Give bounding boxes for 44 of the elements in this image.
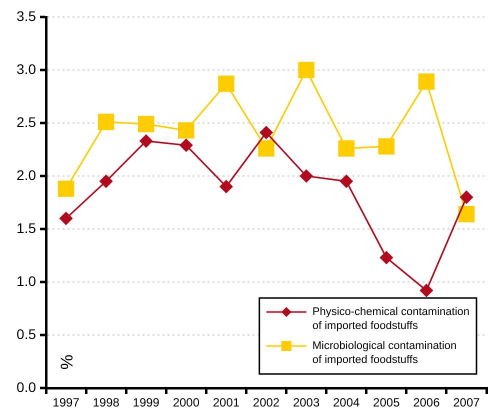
y-tick-label: 0.0 xyxy=(16,378,36,395)
point xyxy=(59,212,73,226)
x-tick-label: 2003 xyxy=(292,396,320,410)
y-tick-label: 1.0 xyxy=(16,272,36,289)
x-tick-label: 2007 xyxy=(453,396,480,410)
point xyxy=(179,138,193,152)
point xyxy=(139,134,153,148)
point xyxy=(299,169,314,183)
point xyxy=(420,284,434,298)
point xyxy=(99,174,113,188)
point xyxy=(259,126,274,140)
point xyxy=(458,206,475,222)
point xyxy=(258,140,274,157)
y-tick-label: 2.5 xyxy=(16,114,36,130)
point xyxy=(219,180,234,194)
x-tick-label: 2004 xyxy=(332,396,360,410)
point xyxy=(138,116,154,132)
point xyxy=(298,62,314,78)
point xyxy=(178,122,194,139)
point xyxy=(380,250,394,264)
point xyxy=(338,140,354,157)
x-tick-label: 2002 xyxy=(252,396,280,410)
x-tick-label: 1998 xyxy=(92,396,120,410)
x-tick-label: 1999 xyxy=(132,396,160,410)
y-tick-label: 1.5 xyxy=(16,220,36,236)
y-axis-title: % xyxy=(58,354,77,370)
point xyxy=(218,76,234,92)
x-tick-label: 2000 xyxy=(172,396,200,410)
point xyxy=(418,74,435,90)
y-tick-label: 0.5 xyxy=(16,326,36,342)
point xyxy=(460,190,474,204)
y-tick-label: 2.0 xyxy=(16,166,36,183)
legend-label: Microbiological contamination of imported foodstuffs xyxy=(312,340,457,366)
point xyxy=(58,180,74,197)
x-tick-label: 2005 xyxy=(373,396,400,410)
point xyxy=(340,174,354,188)
legend-label: Physico-chemical contamination of imported foodstuffs xyxy=(312,306,470,332)
x-tick-label: 1997 xyxy=(52,396,80,410)
y-tick-label: 3.0 xyxy=(16,60,36,77)
point xyxy=(98,114,114,130)
y-tick-label: 3.5 xyxy=(16,8,36,24)
x-tick-label: 2006 xyxy=(413,396,440,410)
x-tick-label: 2001 xyxy=(212,396,240,410)
point xyxy=(378,138,395,154)
